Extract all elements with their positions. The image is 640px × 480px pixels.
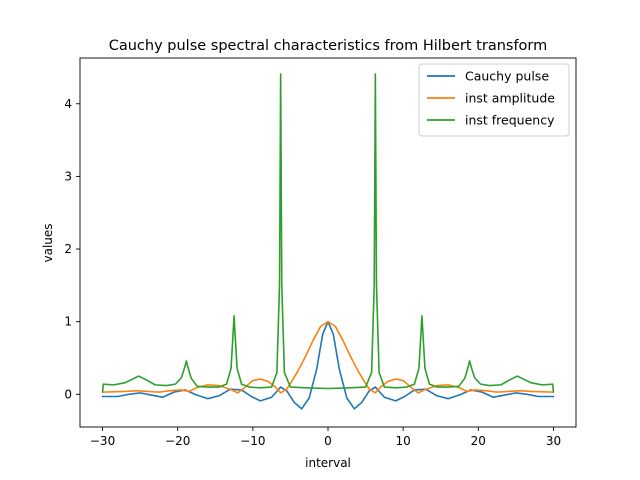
axes-layer: −30 −20 −10 0 10 20 30 0 1 2 3 4 — [64, 57, 577, 448]
y-tick-label: 2 — [64, 242, 72, 256]
series-line-2 — [101, 73, 555, 393]
x-tick-label: −30 — [90, 434, 115, 448]
y-axis-label: values — [41, 223, 55, 262]
x-tick-label: 30 — [546, 434, 561, 448]
x-tick-label: −20 — [165, 434, 190, 448]
y-tick-label: 4 — [64, 97, 72, 111]
legend-label-1: inst amplitude — [465, 91, 555, 106]
legend: Cauchy pulse inst amplitude inst frequency — [418, 63, 570, 137]
x-tick-label: 20 — [471, 434, 486, 448]
series-layer — [101, 73, 555, 410]
x-tick-label: 10 — [396, 434, 411, 448]
legend-frame — [418, 63, 570, 137]
y-tick-label: 3 — [64, 169, 72, 183]
legend-label-0: Cauchy pulse — [465, 69, 549, 84]
x-tick-label: −10 — [240, 434, 265, 448]
x-axis-label: interval — [305, 456, 351, 470]
y-tick-label: 0 — [64, 387, 72, 401]
chart-title: Cauchy pulse spectral characteristics fr… — [109, 38, 548, 54]
x-tick-label: 0 — [324, 434, 332, 448]
legend-label-2: inst frequency — [465, 113, 555, 128]
y-tick-label: 1 — [64, 315, 72, 329]
